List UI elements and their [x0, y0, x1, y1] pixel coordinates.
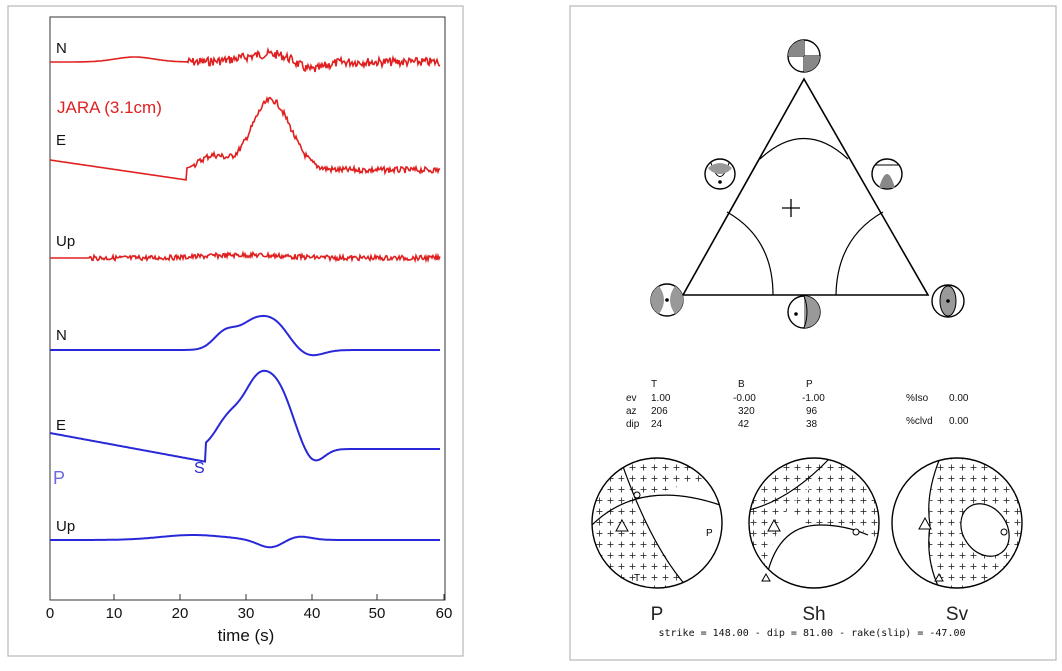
triangle-curve-top [759, 138, 849, 160]
sphere-label-sh: Sh [802, 604, 825, 625]
waveform-syn-up [50, 534, 440, 549]
mt-header-t: T [651, 379, 657, 390]
trace-label-syn-n: N [56, 327, 67, 344]
source-type-triangle [681, 77, 930, 296]
mt-iso-value: 0.00 [949, 393, 969, 404]
mt-dip-p: 38 [806, 419, 818, 430]
sphere-label-sv: Sv [946, 604, 969, 625]
trace-group [49, 46, 441, 549]
mt-header-b: B [738, 379, 745, 390]
mt-row-label-dip: dip [626, 419, 640, 430]
mt-row-label-az: az [626, 406, 637, 417]
waveform-obs-n [50, 46, 441, 73]
trace-label-obs-n: N [56, 40, 67, 57]
waveform-syn-e [49, 369, 440, 463]
mt-ev-b: -0.00 [733, 393, 756, 404]
mt-ev-p: -1.00 [802, 393, 825, 404]
waveform-syn-n [50, 314, 440, 357]
right-panel-focal-mechanism: T B P ev 1.00 -0.00 -1.00 az 206 320 96 … [569, 5, 1057, 661]
mt-iso-label: %Iso [906, 393, 929, 404]
mt-clvd-value: 0.00 [949, 416, 969, 427]
trace-label-obs-up: Up [56, 233, 75, 250]
trace-label-obs-e: E [56, 132, 66, 149]
mt-dip-b: 42 [738, 419, 750, 430]
sphere-p-axis-label: P [706, 528, 713, 539]
x-tick-40: 40 [304, 605, 321, 622]
waveform-obs-e [49, 95, 441, 181]
x-tick-60: 60 [436, 605, 453, 622]
x-tick-0: 0 [46, 605, 54, 622]
mt-az-b: 320 [738, 406, 755, 417]
beachball-upper-left [704, 158, 736, 190]
mt-az-t: 206 [651, 406, 668, 417]
mt-header-p: P [806, 379, 813, 390]
mt-ev-t: 1.00 [651, 393, 671, 404]
sphere-sh [748, 457, 880, 589]
left-panel-border [7, 5, 464, 657]
station-label: JARA (3.1cm) [57, 98, 162, 117]
x-axis [49, 594, 445, 600]
left-panel-waveforms: N E Up N E Up JARA (3.1cm) P S 0 10 20 3… [0, 0, 470, 666]
moment-tensor-table: T B P ev 1.00 -0.00 -1.00 az 206 320 96 … [626, 379, 969, 430]
triangle-curve-left [726, 211, 774, 296]
phase-label-s: S [194, 460, 205, 477]
x-tick-10: 10 [106, 605, 123, 622]
sphere-sv [891, 457, 1023, 589]
beachball-lower-middle [787, 295, 821, 329]
triangle-curve-right [835, 211, 884, 296]
beachball-lower-right [931, 284, 965, 318]
mt-clvd-label: %clvd [906, 416, 933, 427]
phase-label-p: P [53, 468, 65, 488]
sphere-p: P T [591, 457, 723, 589]
fault-parameters-footer: strike = 148.00 - dip = 81.00 - rake(sli… [658, 628, 965, 639]
sphere-label-p: P [651, 604, 664, 625]
x-tick-50: 50 [369, 605, 386, 622]
x-tick-20: 20 [172, 605, 189, 622]
trace-label-syn-up: Up [56, 518, 75, 535]
mt-az-p: 96 [806, 406, 818, 417]
mt-dip-t: 24 [651, 419, 663, 430]
sphere-t-axis-label: T [634, 573, 640, 584]
trace-label-syn-e: E [56, 417, 66, 434]
beachball-lower-left [650, 283, 684, 317]
mt-row-label-ev: ev [626, 393, 637, 404]
x-axis-label: time (s) [218, 626, 275, 645]
beachball-top [787, 39, 821, 73]
triangle-outline [681, 77, 930, 296]
beachball-upper-right [871, 158, 903, 190]
plot-axes-box [49, 16, 446, 601]
waveform-obs-up [50, 250, 441, 264]
left-panel-frame [0, 0, 470, 666]
x-tick-30: 30 [238, 605, 255, 622]
